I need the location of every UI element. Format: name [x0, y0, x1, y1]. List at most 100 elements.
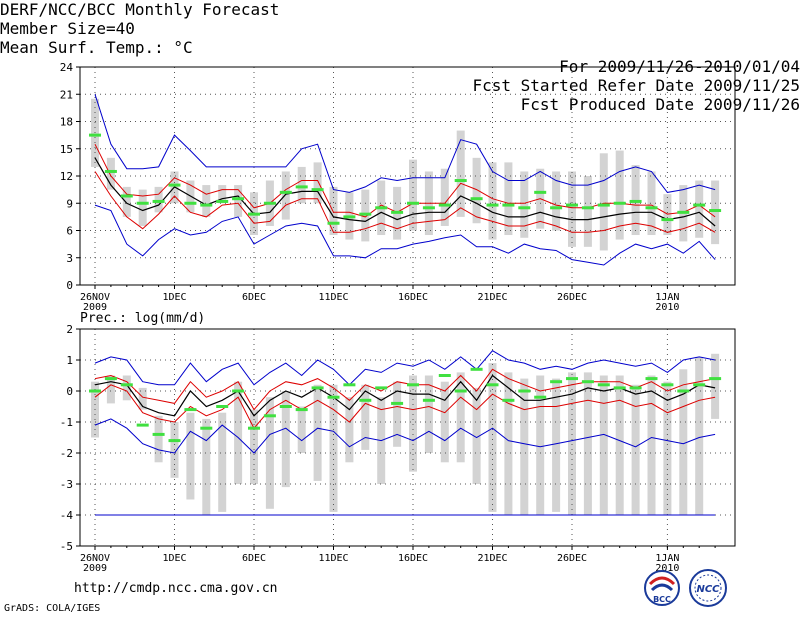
temp-box	[329, 186, 338, 236]
ncc-logo-text: NCC	[696, 584, 720, 595]
temp-xtick-label: 21DEC	[477, 292, 507, 303]
prec-q25-line	[94, 384, 716, 430]
prec-median-mark	[534, 395, 547, 399]
prec-box	[424, 375, 433, 453]
prec-box	[583, 372, 592, 515]
prec-median-mark	[629, 386, 642, 390]
temp-box	[313, 162, 322, 204]
prec-box	[186, 412, 195, 500]
prec-median-mark	[279, 405, 292, 408]
prec-median-mark	[216, 405, 229, 408]
temp-median-mark	[566, 203, 578, 207]
temp-xtick-sublabel: 2009	[83, 302, 107, 313]
chart-title: DERF/NCC/BCC Monthly Forecast	[0, 0, 280, 19]
prec-box	[456, 372, 465, 463]
temp-median-mark	[375, 206, 388, 210]
temp-median-mark	[168, 183, 181, 187]
prec-ytick-label: -5	[60, 540, 73, 553]
prec-box	[520, 378, 529, 515]
prec-xtick-sublabel: 2010	[655, 563, 679, 574]
temp-box	[711, 180, 720, 245]
prec-box	[552, 378, 561, 512]
forecast-produced-date: Fcst Produced Date 2009/11/26	[520, 95, 800, 114]
temp-box	[552, 171, 561, 231]
prec-median-mark	[295, 408, 308, 412]
temp-median-mark	[200, 203, 213, 207]
prec-xtick-label: 6DEC	[242, 553, 266, 564]
temp-box	[488, 162, 497, 240]
prec-median-mark	[152, 432, 165, 436]
prec-xtick-label: 11DEC	[318, 553, 348, 564]
prec-box	[106, 375, 115, 404]
temp-box	[440, 168, 449, 226]
temp-median-mark	[486, 203, 499, 207]
temp-ytick-label: 18	[60, 116, 73, 129]
prec-box	[488, 363, 497, 512]
temp-xtick-label: 11DEC	[318, 292, 348, 303]
prec-max-line	[94, 350, 716, 386]
prec-box	[647, 375, 656, 515]
prec-median-mark	[359, 398, 372, 402]
temp-median-mark	[152, 199, 165, 203]
prec-ytick-label: -4	[60, 509, 74, 522]
prec-median-mark	[104, 377, 117, 381]
temp-median-mark	[232, 197, 245, 201]
temp-box	[409, 159, 417, 231]
source-url[interactable]: http://cmdp.ncc.cma.gov.cn	[74, 581, 278, 596]
prec-median-mark	[470, 367, 483, 371]
prec-median-mark	[89, 389, 101, 393]
prec-box	[536, 375, 545, 515]
temp-q75-line	[94, 143, 716, 218]
prec-median-mark	[168, 439, 181, 443]
temp-median-mark	[454, 179, 467, 183]
header-left: DERF/NCC/BCC Monthly Forecast Member Siz…	[0, 0, 800, 57]
header-right: For 2009/11/26-2010/01/04 Fcst Started R…	[0, 57, 800, 114]
temp-median-mark	[120, 194, 133, 198]
prec-median-mark	[613, 386, 626, 390]
prec-median-mark	[327, 395, 340, 399]
temp-box	[202, 185, 211, 217]
prec-median-mark	[343, 383, 356, 387]
temp-max-line	[94, 94, 716, 193]
prec-median-mark	[454, 389, 467, 393]
temp-median-mark	[613, 201, 626, 205]
variable-label: Mean Surf. Temp.: °C	[0, 38, 193, 57]
temp-median-mark	[629, 199, 642, 203]
prec-box	[711, 353, 720, 419]
temp-median-mark	[311, 188, 324, 192]
prec-box	[250, 409, 258, 484]
prec-median-mark	[661, 383, 674, 387]
prec-frame	[79, 328, 736, 547]
temp-median-mark	[407, 201, 419, 205]
prec-box	[568, 372, 576, 515]
temp-ytick-label: 24	[60, 61, 74, 74]
prec-median-mark	[136, 423, 149, 427]
prec-box	[393, 381, 402, 447]
prec-box	[631, 384, 640, 515]
ncc-logo: NCC	[689, 569, 727, 607]
temp-ytick-label: 6	[66, 225, 73, 238]
temp-median-mark	[550, 206, 563, 210]
temp-box	[154, 186, 163, 213]
prec-median-mark	[263, 414, 276, 418]
temp-median-mark	[645, 206, 658, 210]
forecast-start-date: Fcst Started Refer Date 2009/11/25	[472, 76, 800, 95]
prec-xtick-label: 26NOV	[80, 553, 110, 564]
prec-box	[409, 375, 417, 472]
prec-box	[281, 391, 290, 488]
prec-box	[679, 369, 688, 515]
temp-xtick-sublabel: 2010	[655, 302, 679, 313]
temp-median-mark	[422, 206, 435, 210]
prec-box	[504, 372, 513, 515]
prec-median-mark	[709, 377, 722, 381]
prec-median-mark	[184, 408, 197, 412]
grads-credit: GrADS: COLA/IGES	[4, 603, 101, 614]
prec-box	[615, 375, 624, 515]
temp-box	[615, 150, 624, 240]
prec-box	[472, 387, 481, 484]
temp-median-mark	[216, 199, 229, 203]
temp-mean-line	[94, 157, 716, 227]
temp-median-mark	[438, 203, 451, 207]
